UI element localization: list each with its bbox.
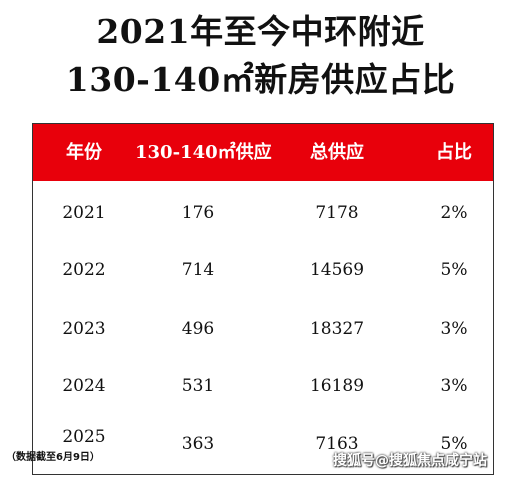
- row-2021-supply: 176: [181, 203, 215, 223]
- row-2025-year: 2025: [62, 427, 106, 447]
- data-date-note: （数据截至6月9日）: [6, 452, 100, 463]
- row-2023-supply: 496: [181, 319, 215, 339]
- row-2023-ratio: 3%: [440, 319, 468, 339]
- row-2022-ratio: 5%: [440, 260, 468, 280]
- row-2025-supply: 363: [181, 434, 215, 454]
- row-2022-total: 14569: [309, 260, 365, 280]
- row-2021-ratio: 2%: [440, 203, 468, 223]
- row-2022-year: 2022: [62, 260, 106, 280]
- row-2023-year: 2023: [62, 319, 106, 339]
- row-2024-year: 2024: [62, 376, 106, 396]
- title-line-2: 130-140㎡新房供应占比: [65, 60, 456, 99]
- table-header: 年份 130-140㎡供应 总供应 占比: [33, 124, 493, 181]
- row-2021-year: 2021: [62, 203, 106, 223]
- row-2021-total: 7178: [315, 203, 359, 223]
- title-line-1: 2021年至今中环附近: [96, 12, 425, 51]
- header-total-supply: 总供应: [310, 142, 364, 163]
- supply-table: 年份 130-140㎡供应 总供应 占比 2021 176 7178 2% 20…: [32, 123, 494, 475]
- row-2024-total: 16189: [309, 376, 365, 396]
- header-130-140-supply: 130-140㎡供应: [135, 142, 272, 163]
- header-ratio: 占比: [436, 142, 472, 163]
- row-2025-ratio: 5%: [440, 434, 468, 454]
- row-2024-supply: 531: [181, 376, 215, 396]
- row-2023-total: 18327: [309, 319, 365, 339]
- row-2025-total: 7163: [315, 434, 359, 454]
- row-2024-ratio: 3%: [440, 376, 468, 396]
- sohu-watermark: 搜狐号@搜狐焦点咸宁站: [333, 453, 487, 469]
- row-2022-supply: 714: [181, 260, 215, 280]
- header-year: 年份: [66, 142, 102, 163]
